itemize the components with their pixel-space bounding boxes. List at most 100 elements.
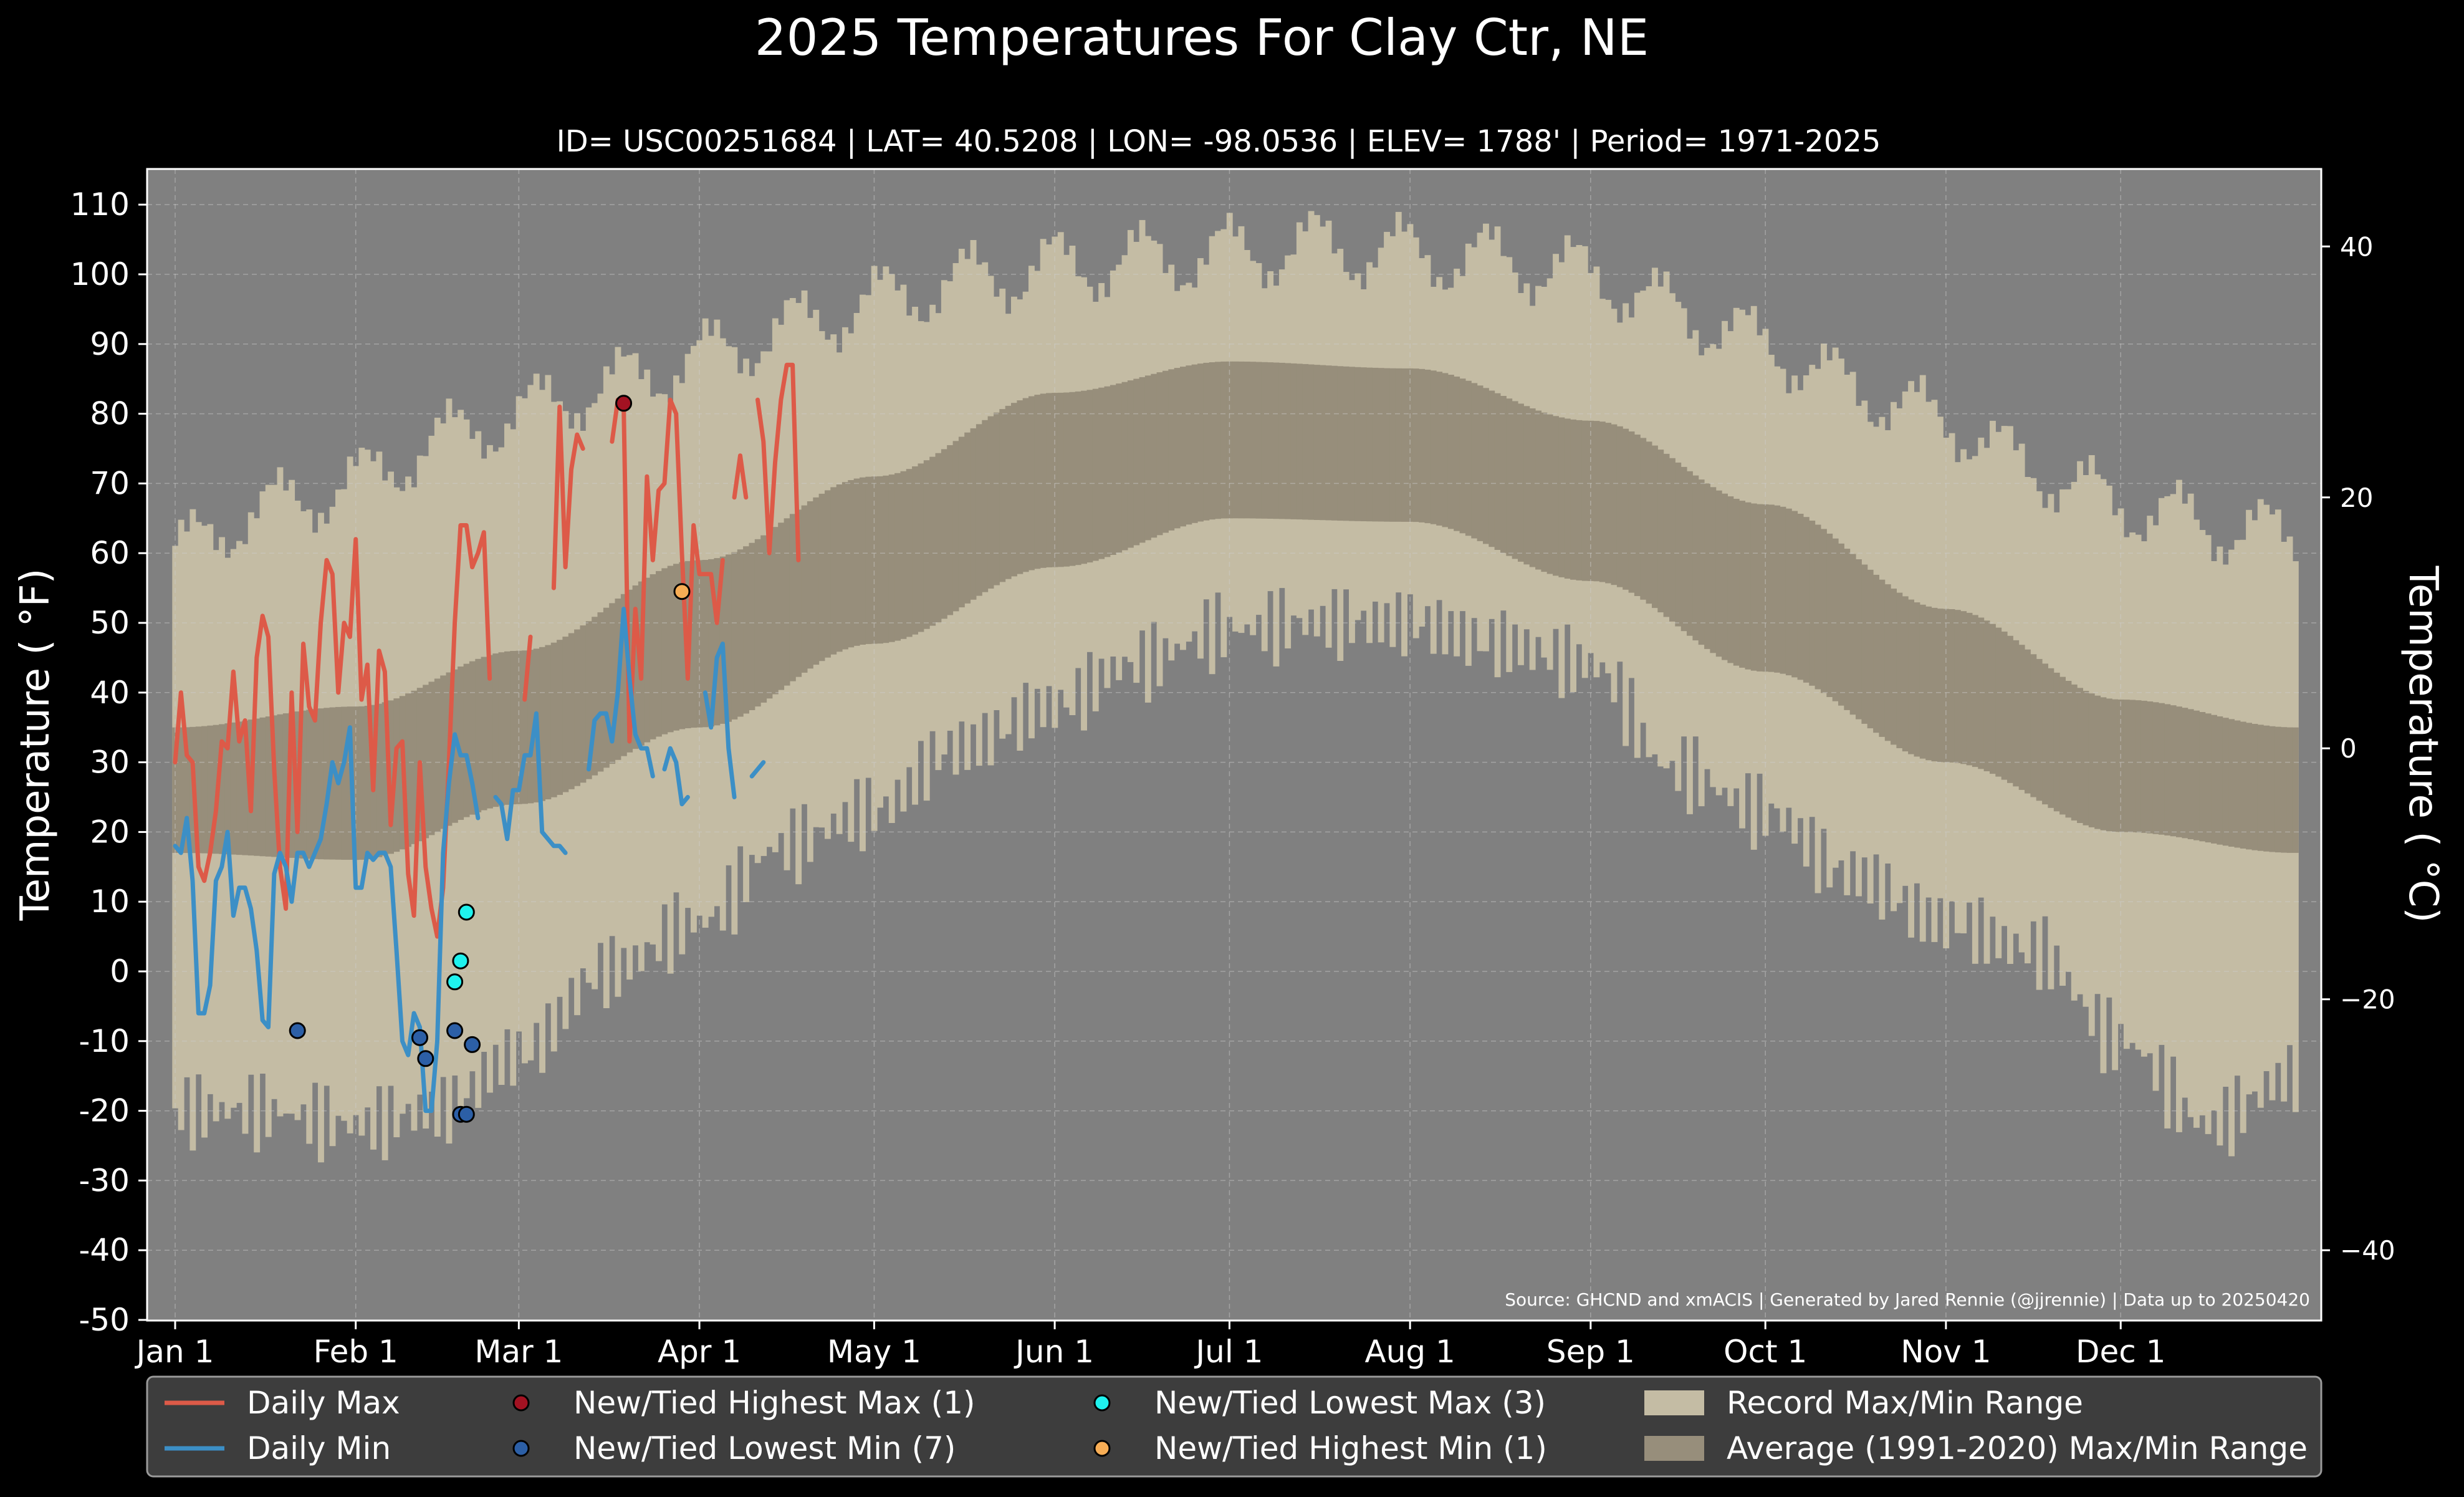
average-range-bar	[224, 723, 231, 855]
average-range-bar	[440, 675, 447, 829]
record-marker-new-tied-highest-max	[615, 395, 633, 412]
average-range-bar	[318, 708, 324, 860]
average-range-bar	[620, 594, 627, 756]
average-range-bar	[656, 570, 662, 737]
y-tick-label: 10	[90, 883, 130, 920]
average-range-bar	[1290, 363, 1297, 519]
average-range-bar	[2100, 697, 2107, 830]
average-range-bar	[2222, 718, 2229, 846]
average-range-bar	[580, 625, 587, 783]
legend-item: New/Tied Highest Min (1)	[1093, 1430, 1547, 1466]
average-range-bar	[691, 560, 697, 728]
average-range-bar	[929, 456, 936, 626]
average-range-bar	[353, 706, 359, 860]
y-right-tick-label: −20	[2340, 984, 2395, 1015]
average-range-bar	[1628, 431, 1635, 593]
y-axis-title-left: Temperature ( °F)	[12, 569, 59, 922]
average-range-bar	[1372, 367, 1379, 522]
average-range-bar	[673, 564, 679, 731]
x-tick-label: Jan 1	[135, 1334, 214, 1370]
average-range-bar	[487, 655, 493, 809]
y-tick-label: 30	[90, 744, 130, 781]
average-range-bar	[702, 560, 709, 728]
average-range-bar	[1727, 496, 1734, 663]
chart-subtitle: ID= USC00251684 | LAT= 40.5208 | LON= -9…	[557, 124, 1881, 159]
average-range-bar	[1261, 362, 1268, 519]
average-range-bar	[306, 710, 313, 859]
legend-patch-swatch	[1644, 1436, 1704, 1461]
average-range-bar	[1546, 414, 1553, 574]
average-range-bar	[708, 559, 714, 727]
average-range-bar	[1750, 503, 1757, 671]
average-range-bar	[807, 501, 813, 669]
average-range-bar	[259, 717, 266, 857]
average-range-bar	[2176, 706, 2182, 837]
average-range-bar	[964, 432, 971, 604]
average-range-bar	[434, 678, 441, 832]
record-marker-new-tied-lowest-min	[446, 1022, 464, 1039]
average-range-bar	[1710, 487, 1717, 653]
y-tick-label: -30	[79, 1162, 130, 1198]
average-range-bar	[2147, 701, 2154, 834]
average-range-bar	[1919, 604, 1926, 759]
average-range-bar	[1529, 408, 1536, 567]
average-range-bar	[842, 482, 848, 650]
record-marker-new-tied-lowest-min	[464, 1036, 481, 1053]
average-range-bar	[2129, 700, 2136, 832]
legend-dot-swatch	[512, 1394, 530, 1412]
average-range-bar	[772, 527, 779, 695]
average-range-bar	[1133, 378, 1140, 546]
average-range-bar	[1011, 403, 1017, 577]
average-range-bar	[1558, 417, 1565, 577]
average-range-bar	[999, 409, 1006, 582]
average-range-bar	[952, 441, 959, 612]
average-range-bar	[1313, 365, 1320, 520]
average-range-bar	[300, 710, 307, 859]
average-range-bar	[2042, 663, 2048, 805]
record-marker-new-tied-lowest-min	[289, 1022, 306, 1039]
y-tick-label: 20	[90, 814, 130, 850]
average-range-bar	[784, 518, 790, 686]
average-range-bar	[603, 607, 610, 768]
average-range-bar	[935, 453, 942, 623]
average-range-bar	[2193, 710, 2200, 840]
plot-frame	[146, 168, 2323, 1322]
x-tick-label: Aug 1	[1364, 1334, 1455, 1370]
average-range-bar	[1110, 385, 1116, 555]
record-marker-new-tied-lowest-min	[417, 1050, 434, 1067]
average-range-bar	[754, 539, 761, 707]
average-range-bar	[545, 645, 552, 799]
average-range-bar	[1121, 382, 1128, 551]
average-range-bar	[1838, 543, 1844, 706]
average-range-bar	[358, 706, 365, 860]
y-tick-label: 110	[70, 186, 130, 223]
average-range-bar	[1570, 419, 1576, 580]
average-range-bar	[1646, 441, 1652, 604]
average-range-bar	[1663, 453, 1670, 617]
average-range-bar	[1063, 392, 1070, 567]
average-range-bar	[1937, 609, 1944, 763]
average-range-bar	[1046, 393, 1052, 567]
average-range-bar	[1447, 375, 1454, 529]
y-tick-label: 60	[90, 535, 130, 571]
y-tick-label: 0	[110, 953, 130, 989]
average-range-bar	[1739, 501, 1745, 668]
average-range-bar	[2205, 713, 2212, 843]
average-range-bar	[2001, 632, 2008, 780]
average-range-bar	[522, 650, 528, 804]
average-range-bar	[609, 603, 616, 764]
daily-max-line	[755, 362, 801, 562]
average-range-bar	[795, 509, 802, 677]
average-range-bar	[2292, 727, 2299, 853]
average-range-bar	[1384, 368, 1390, 522]
average-range-bar	[207, 725, 214, 854]
average-range-bar	[1168, 369, 1175, 531]
average-range-bar	[1954, 610, 1961, 763]
average-range-bar	[2053, 672, 2060, 812]
average-range-bar	[1034, 395, 1041, 569]
average-range-bar	[1611, 424, 1618, 585]
average-range-bar	[1856, 559, 1862, 720]
legend-item: New/Tied Lowest Max (3)	[1093, 1385, 1546, 1421]
average-range-bar	[423, 685, 429, 839]
